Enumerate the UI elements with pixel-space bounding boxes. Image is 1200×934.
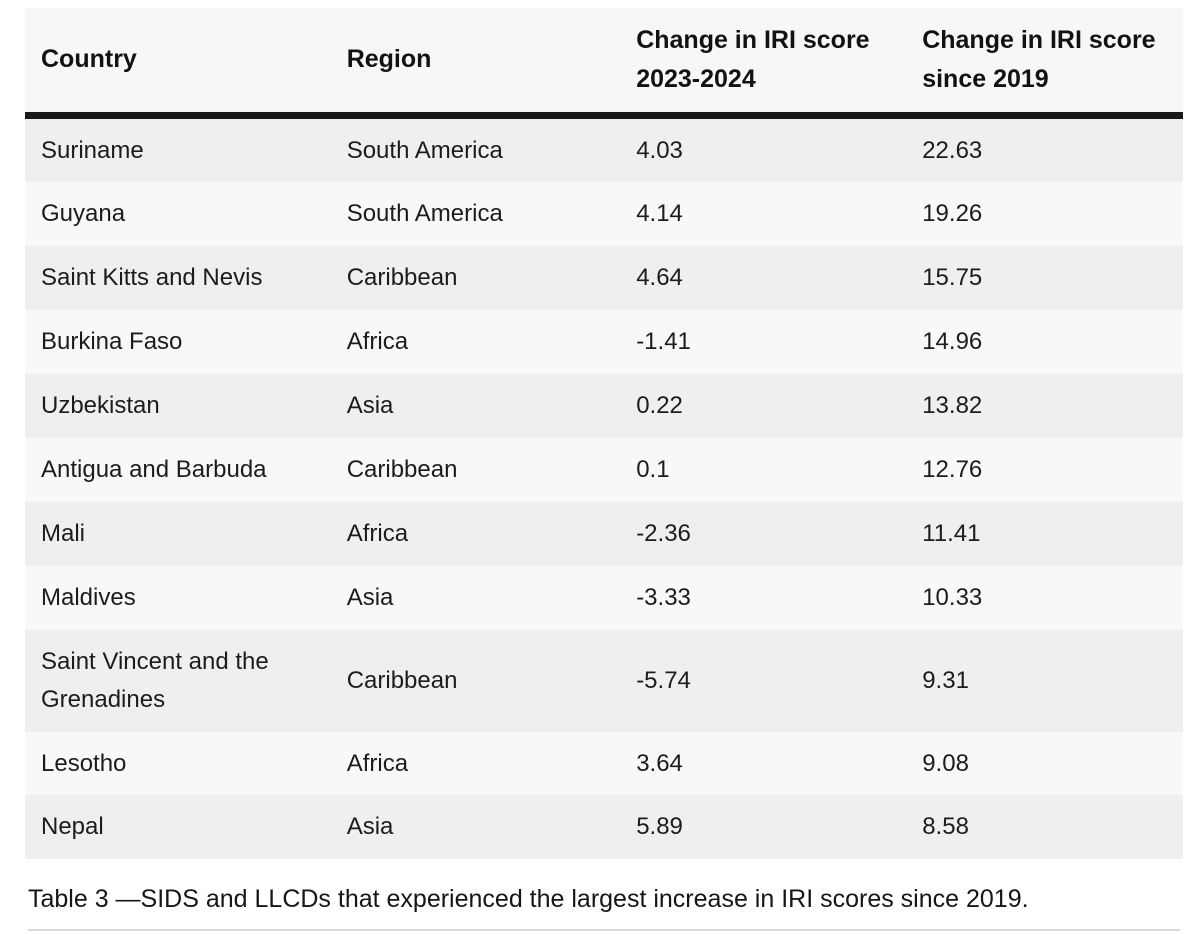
change-since-2019-cell: 12.76 [922,456,983,484]
change-since-2019-cell: 14.96 [922,328,983,356]
change-2023-2024-cell: 3.64 [636,749,683,777]
country-cell: Burkina Faso [41,328,183,356]
table-caption: Table 3 —SIDS and LLCDs that experienced… [28,885,1029,914]
change-2023-2024-cell: -5.74 [636,666,691,694]
country-cell: Maldives [41,583,136,611]
change-2023-2024-cell: 0.1 [636,456,670,484]
table-row: Lesotho Africa 3.64 9.08 [25,731,1183,796]
table-row: Maldives Asia -3.33 10.33 [25,565,1183,630]
change-since-2019-cell: 19.26 [922,200,983,228]
region-cell: Africa [346,749,409,777]
col-header-change-2023-2024: Change in IRI score 2023-2024 [620,8,907,119]
table-row: Antigua and Barbuda Caribbean 0.1 12.76 [25,438,1183,502]
country-cell: Nepal [41,813,104,841]
table-header: Country Region Change in IRI score 2023-… [25,8,1183,119]
table-row: Saint Vincent and the Grenadines Caribbe… [25,629,1183,732]
region-cell: Asia [346,392,394,420]
table-body: Suriname South America 4.03 22.63 Guyana… [25,115,1183,860]
change-since-2019-cell: 9.08 [922,749,969,777]
region-cell: Africa [346,519,409,547]
country-cell: Saint Vincent and the Grenadines [41,647,269,713]
change-2023-2024-cell: 4.14 [636,200,683,228]
col-header-region: Region [330,8,621,119]
change-2023-2024-cell: -1.41 [636,328,691,356]
change-since-2019-cell: 9.31 [922,666,969,694]
change-2023-2024-cell: 5.89 [636,813,683,841]
change-since-2019-cell: 11.41 [922,519,981,547]
change-2023-2024-cell: 4.64 [636,264,683,292]
region-cell: Asia [346,813,394,841]
change-since-2019-cell: 15.75 [922,264,983,292]
bottom-divider [28,929,1180,932]
region-cell: Asia [346,583,394,611]
change-since-2019-cell: 13.82 [922,392,983,420]
country-cell: Saint Kitts and Nevis [41,264,263,292]
country-cell: Suriname [41,136,144,164]
region-cell: South America [346,200,503,228]
country-cell: Guyana [41,200,126,228]
header-row: Country Region Change in IRI score 2023-… [25,8,1183,119]
change-2023-2024-cell: -2.36 [636,519,691,547]
region-cell: Caribbean [346,264,458,292]
region-cell: Caribbean [346,456,458,484]
country-cell: Uzbekistan [41,392,160,420]
change-2023-2024-cell: 0.22 [636,392,683,420]
change-2023-2024-cell: -3.33 [636,583,691,611]
table-row: Suriname South America 4.03 22.63 [25,115,1183,183]
table-row: Uzbekistan Asia 0.22 13.82 [25,374,1183,439]
iri-score-table: Country Region Change in IRI score 2023-… [25,8,1183,860]
region-cell: Caribbean [346,666,458,694]
table-row: Nepal Asia 5.89 8.58 [25,795,1183,860]
change-since-2019-cell: 10.33 [922,583,983,611]
region-cell: Africa [346,328,409,356]
country-cell: Lesotho [41,749,127,777]
country-cell: Mali [41,519,86,547]
col-header-country: Country [25,8,331,119]
col-header-change-since-2019: Change in IRI score since 2019 [906,8,1183,119]
table-row: Burkina Faso Africa -1.41 14.96 [25,310,1183,375]
table-row: Mali Africa -2.36 11.41 [25,501,1183,566]
change-since-2019-cell: 22.63 [922,136,983,164]
table-row: Guyana South America 4.14 19.26 [25,182,1183,247]
country-cell: Antigua and Barbuda [41,456,267,484]
region-cell: South America [346,136,503,164]
change-2023-2024-cell: 4.03 [636,136,683,164]
table-row: Saint Kitts and Nevis Caribbean 4.64 15.… [25,246,1183,311]
change-since-2019-cell: 8.58 [922,813,969,841]
